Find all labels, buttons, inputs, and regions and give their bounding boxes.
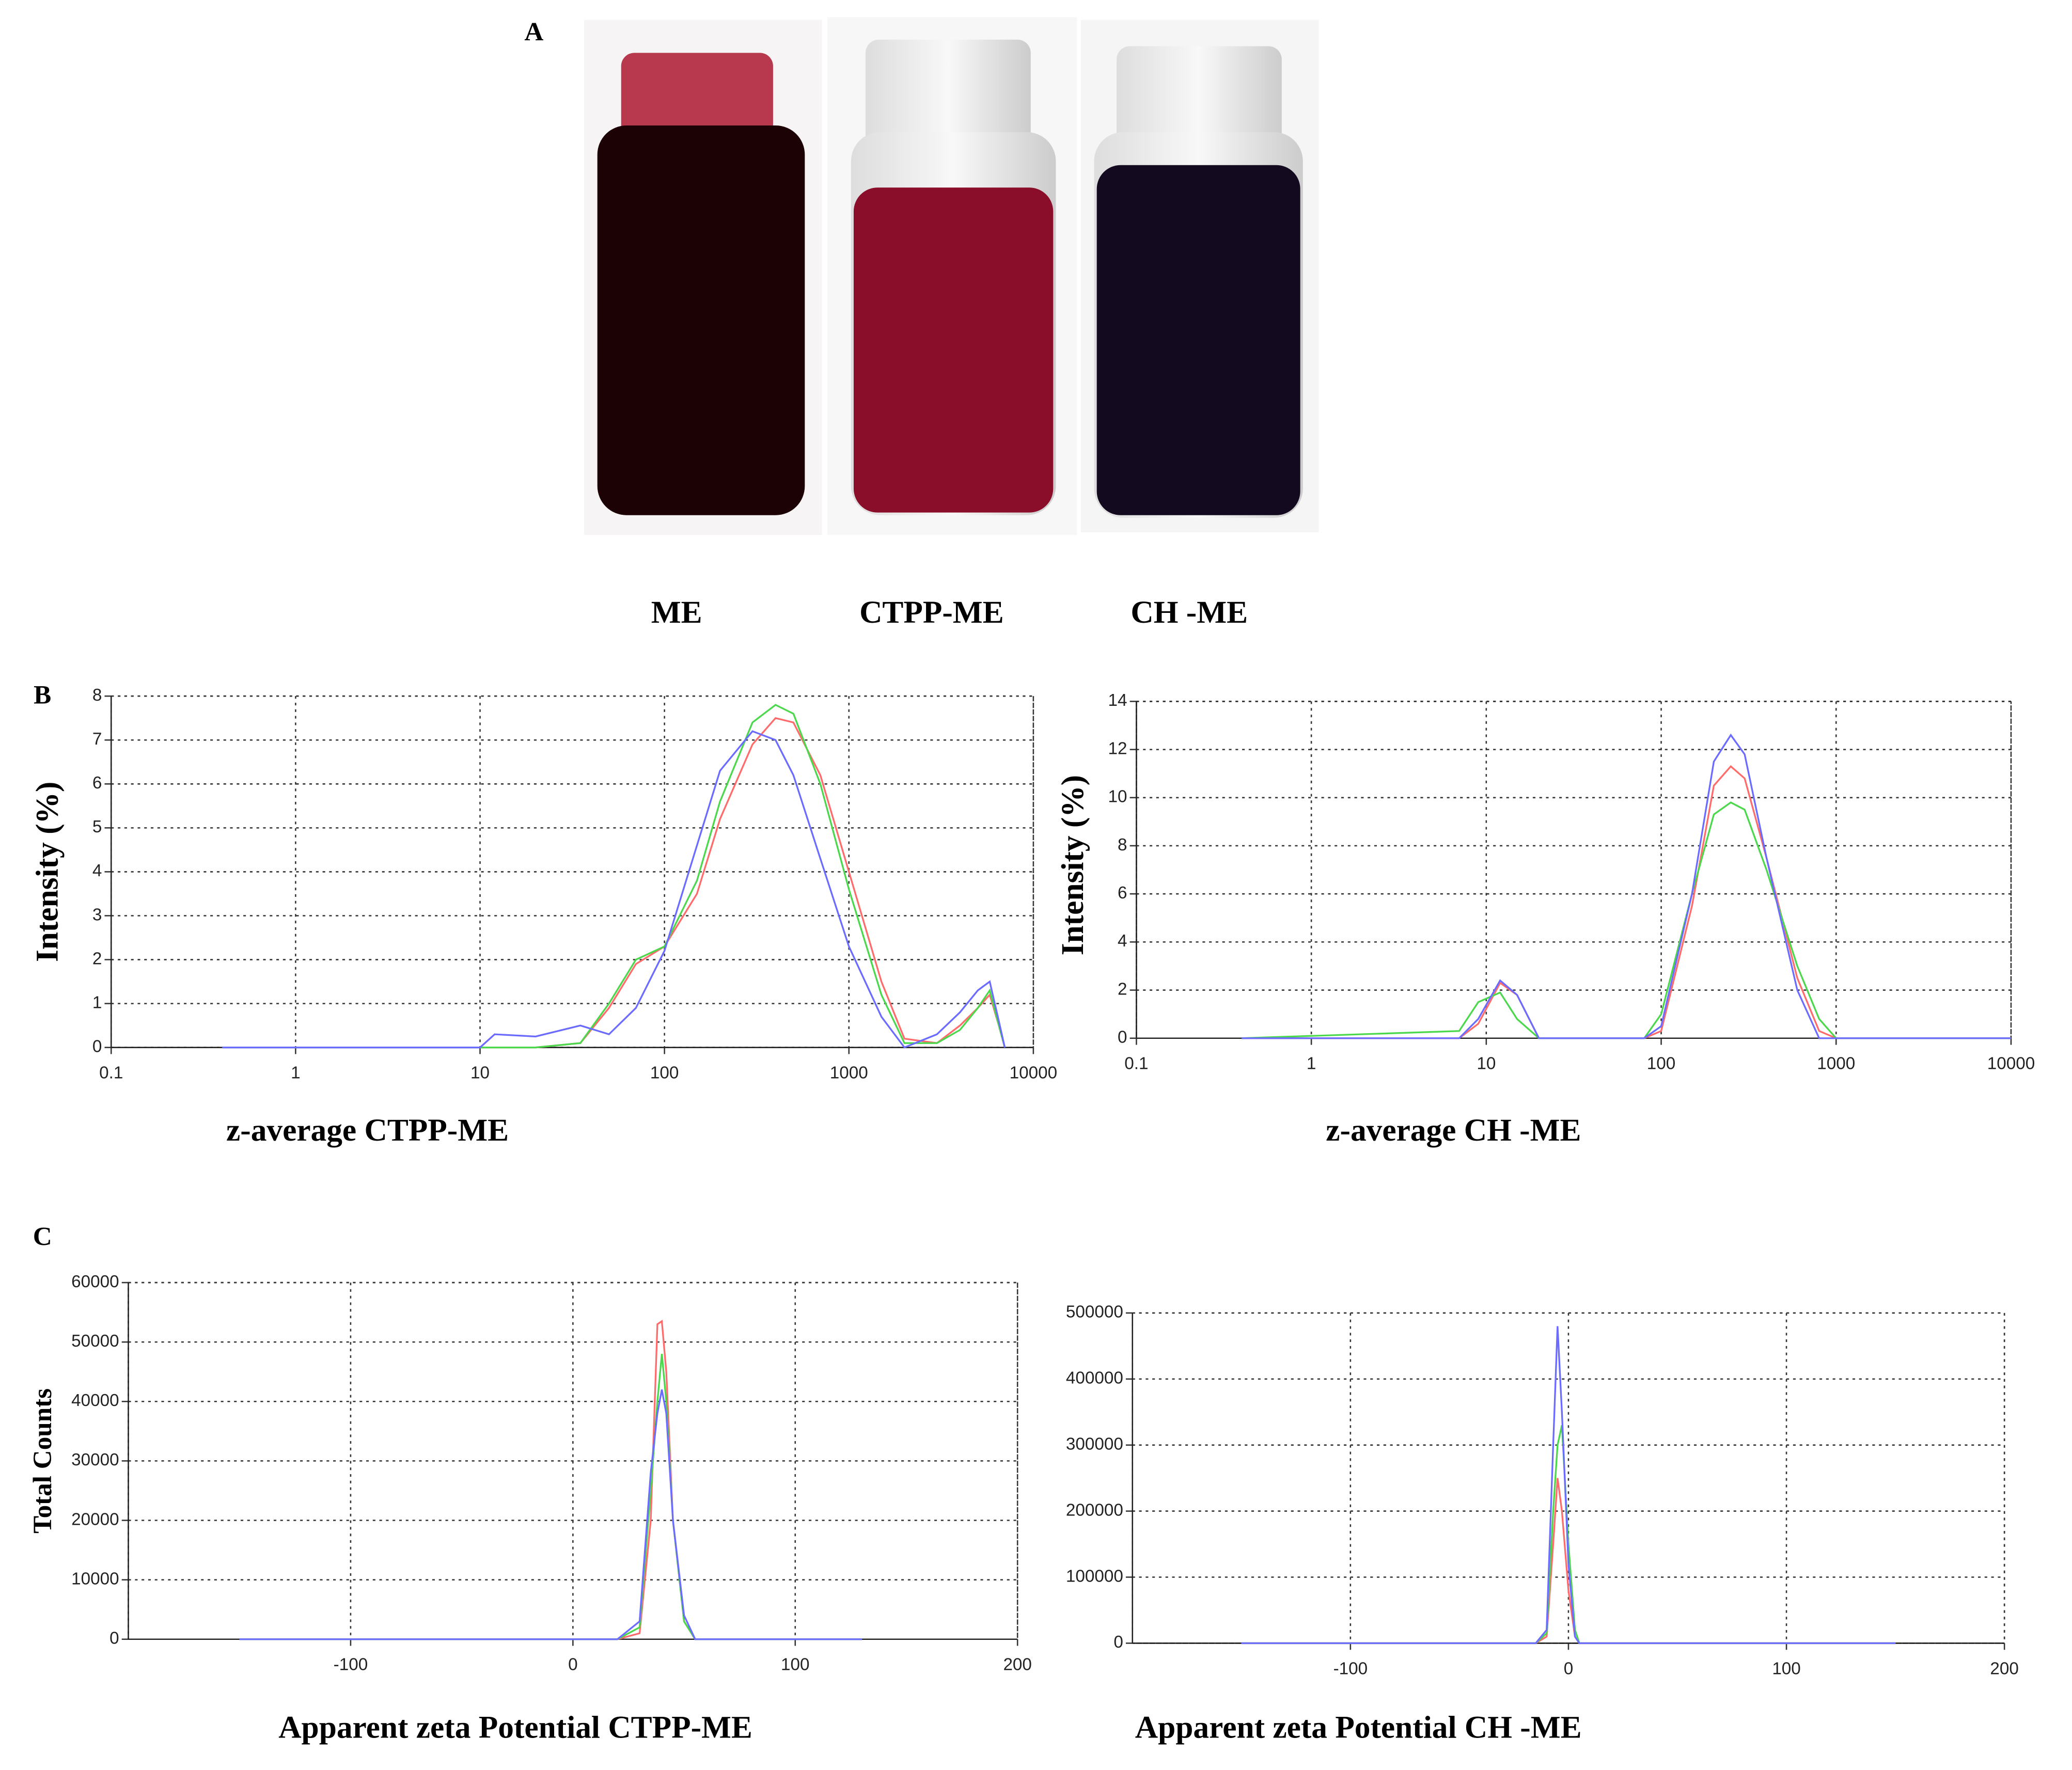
data-line [1242,765,2011,1039]
y-axis-label: Intensity (%) [1055,775,1090,956]
y-tick-label: 1 [92,993,102,1012]
x-tick-label: 0 [568,1655,578,1674]
x-axis-label: z-average CH -ME [1326,1113,1581,1148]
x-tick-label: 10 [1477,1054,1496,1073]
x-tick-label: 10 [470,1064,490,1083]
x-axis-label: z-average CTPP-ME [226,1113,509,1148]
data-line [239,1354,862,1640]
x-tick-label: 200 [1990,1659,2018,1678]
y-tick-label: 7 [92,730,102,749]
y-tick-label: 30000 [71,1450,119,1469]
x-tick-label: 100 [781,1655,809,1674]
panel-label: A [524,17,543,46]
x-tick-label: 100 [650,1064,679,1083]
vial-label: CH -ME [1131,595,1248,630]
plot-frame [110,695,1034,1048]
y-tick-label: 50000 [71,1332,119,1351]
y-tick-label: 300000 [1066,1434,1123,1453]
data-line [239,1319,862,1640]
x-tick-label: 10000 [1987,1054,2035,1073]
y-tick-label: 0 [1118,1028,1127,1047]
x-tick-label: -100 [334,1655,368,1674]
y-tick-label: 6 [1118,883,1127,903]
y-tick-label: 60000 [71,1272,119,1291]
x-tick-label: 0 [1564,1659,1574,1678]
y-tick-label: 400000 [1066,1369,1123,1388]
data-line [222,730,1006,1049]
y-tick-label: 8 [92,686,102,705]
vial-label: ME [651,595,702,630]
vial-liquid [853,187,1054,513]
vial-label: CTPP-ME [859,595,1004,630]
data-line [1242,801,2011,1039]
data-line [1241,1326,1896,1645]
x-tick-label: 0.1 [99,1064,123,1083]
x-tick-label: 0.1 [1124,1054,1148,1073]
data-line [222,704,1006,1049]
x-tick-label: -100 [1333,1659,1368,1678]
y-tick-label: 5 [92,817,102,836]
data-line [222,717,1006,1049]
x-tick-label: 1000 [1817,1054,1855,1073]
vial-body [597,125,805,515]
y-tick-label: 2 [1118,979,1127,999]
y-tick-label: 0 [1113,1633,1123,1652]
y-tick-label: 2 [92,949,102,968]
x-tick-label: 100 [1772,1659,1800,1678]
y-tick-label: 14 [1108,691,1127,710]
x-tick-label: 10000 [1010,1064,1057,1083]
y-tick-label: 4 [1118,931,1127,951]
vial-neck [1117,46,1282,152]
y-tick-label: 10000 [71,1569,119,1588]
data-line [239,1389,862,1640]
y-tick-label: 8 [1118,835,1127,855]
plot-frame [1136,701,2012,1039]
y-tick-label: 4 [92,861,102,880]
x-tick-label: 100 [1647,1054,1675,1073]
y-tick-label: 40000 [71,1391,119,1410]
y-tick-label: 3 [92,905,102,924]
vial-neck [865,39,1031,152]
y-axis-label: Total Counts [28,1388,57,1534]
x-axis-label: Apparent zeta Potential CTPP-ME [278,1710,752,1745]
x-tick-label: 200 [1003,1655,1031,1674]
y-axis-label: Intensity (%) [30,782,65,962]
y-tick-label: 0 [109,1629,119,1648]
y-tick-label: 0 [92,1037,102,1056]
panel-label: B [34,680,51,709]
data-line [1242,733,2011,1039]
y-tick-label: 10 [1108,787,1127,807]
vial-photos [584,17,1319,535]
x-tick-label: 1 [291,1064,301,1083]
vial-liquid [1096,165,1300,515]
x-tick-label: 1 [1307,1054,1316,1073]
y-tick-label: 12 [1108,739,1127,758]
y-tick-label: 100000 [1066,1567,1123,1586]
vial-neck [621,53,773,139]
y-tick-label: 6 [92,773,102,793]
panel-label: C [33,1222,52,1251]
x-axis-label: Apparent zeta Potential CH -ME [1135,1710,1582,1745]
y-tick-label: 200000 [1066,1500,1123,1520]
y-tick-label: 20000 [71,1510,119,1529]
x-tick-label: 1000 [830,1064,868,1083]
y-tick-label: 500000 [1066,1303,1123,1322]
